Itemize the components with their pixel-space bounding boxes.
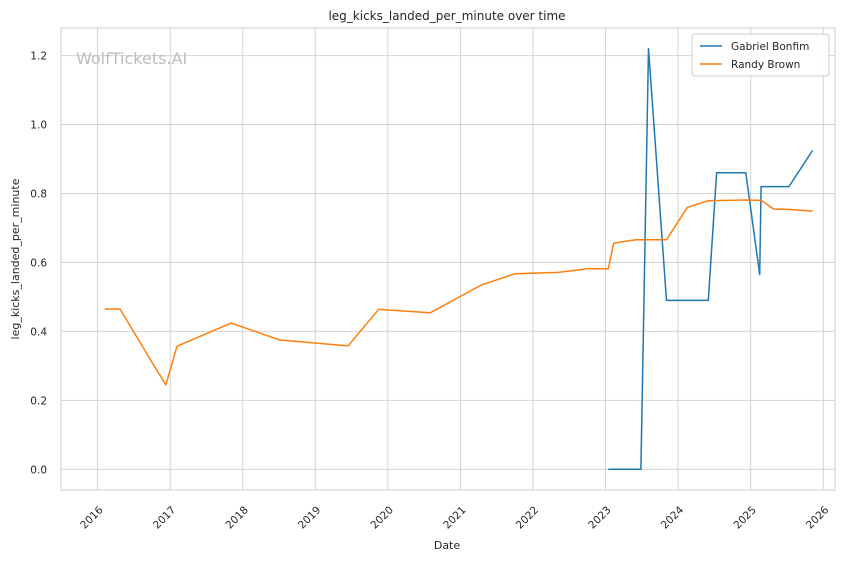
watermark: WolfTickets.AI — [76, 49, 187, 68]
y-tick-label: 0.2 — [30, 395, 47, 407]
series-line-randy-brown — [104, 199, 813, 386]
series-line-gabriel-bonfim — [608, 47, 814, 471]
chart-title: leg_kicks_landed_per_minute over time — [328, 9, 565, 23]
y-axis-label: leg_kicks_landed_per_minute — [9, 178, 22, 339]
y-tick-label: 0.6 — [30, 257, 47, 269]
grid — [61, 28, 835, 490]
legend: Gabriel Bonfim Randy Brown — [691, 33, 830, 77]
legend-box — [691, 33, 830, 77]
y-tick-label: 1.0 — [30, 120, 47, 132]
y-tick-label: 1.2 — [30, 51, 47, 63]
x-axis-label: Date — [434, 539, 461, 552]
series-lines — [104, 47, 814, 471]
y-axis-ticks: 0.0 0.2 0.4 0.6 0.8 1.0 1.2 — [30, 51, 47, 477]
y-tick-label: 0.4 — [30, 326, 47, 338]
plot-frame — [60, 27, 836, 491]
y-tick-label: 0.0 — [30, 464, 47, 476]
legend-label-gabriel-bonfim: Gabriel Bonfim — [731, 41, 809, 53]
legend-label-randy-brown: Randy Brown — [731, 59, 800, 71]
y-tick-label: 0.8 — [30, 188, 47, 200]
